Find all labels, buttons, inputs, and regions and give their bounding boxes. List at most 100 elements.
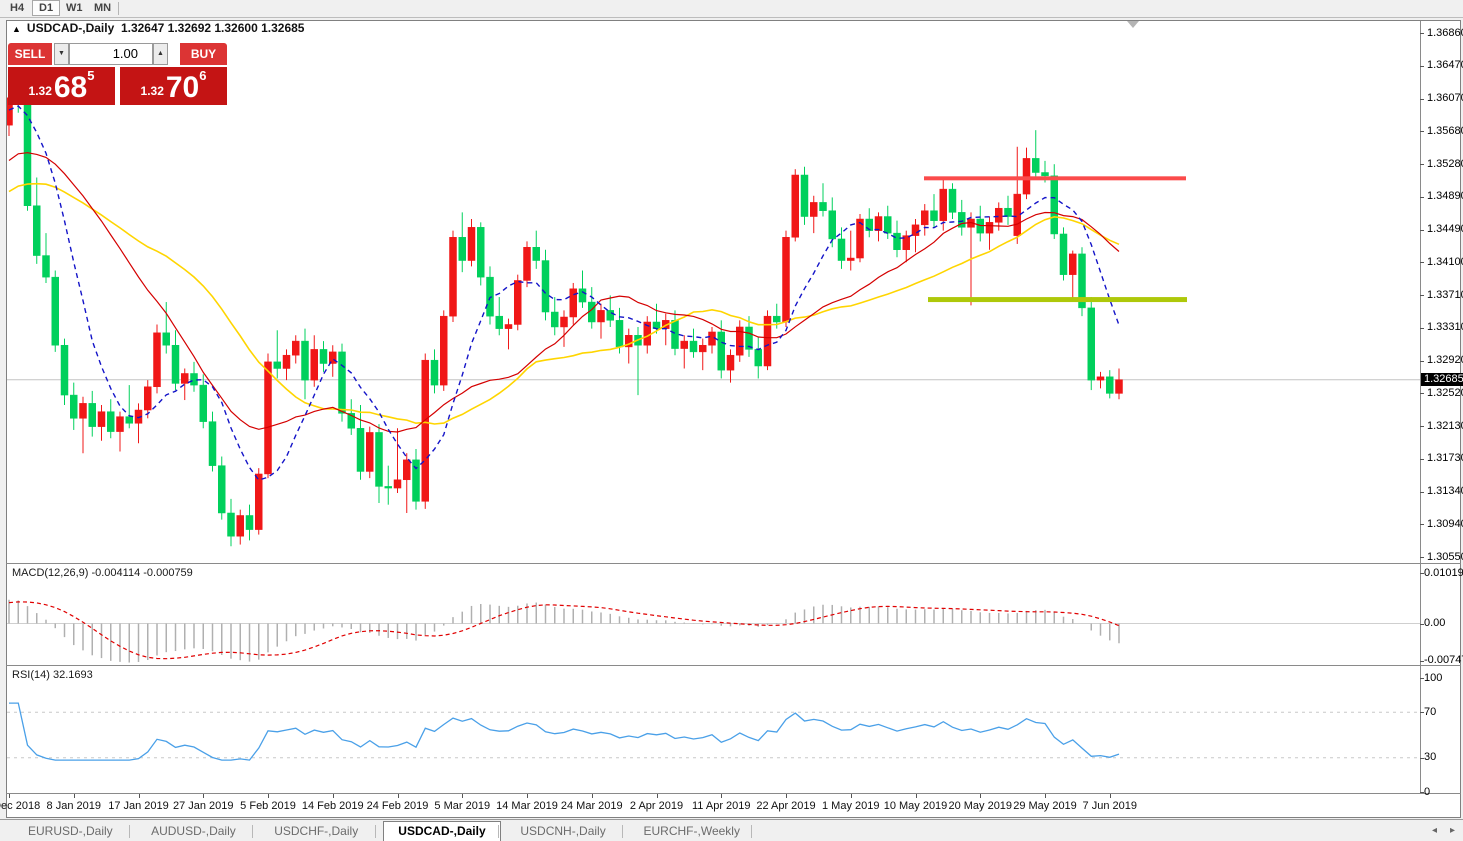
buy-price-pip: 6 [199,68,207,83]
toolbar-divider [118,2,119,15]
price-tick-label: 1.35280 [1427,157,1463,170]
axis-tick [1420,792,1424,793]
price-tick-label: 1.31730 [1427,452,1463,465]
volume-increase-icon[interactable]: ▲ [153,43,168,65]
date-tick [786,794,787,798]
tab-audusd-daily[interactable]: AUDUSD-,Daily [151,824,236,838]
rsi-indicator-label: RSI(14) 32.1693 [12,669,93,681]
date-tick-label: 1 May 2019 [822,800,880,812]
ma-slow-line [8,182,1120,425]
axis-tick [1420,131,1424,133]
pane-separator-rsi[interactable] [6,665,1461,666]
ma-mid-line [8,152,1120,433]
timeframe-toolbar: H4 D1 W1 MN [0,0,1463,18]
axis-tick [1420,557,1424,558]
date-tick [332,794,334,798]
rsi-tick-label: 100 [1424,671,1443,684]
axis-tick [1420,678,1424,679]
price-tick-label: 1.35680 [1427,124,1463,137]
symbol-tab-bar: ◂ ▸ EURUSD-,Daily AUDUSD-,Daily USDCHF-,Da… [0,819,1463,841]
timeframe-button-h4[interactable]: H4 [10,2,25,14]
rsi-line [9,702,1120,761]
axis-tick [1420,393,1424,395]
price-tick-label: 1.34100 [1427,255,1463,268]
date-tick [656,794,658,798]
date-tick-label: 5 Feb 2019 [240,800,296,812]
date-tick [203,794,205,798]
axis-tick [1420,573,1424,574]
price-tick-label: 1.34490 [1427,223,1463,235]
support-line[interactable] [928,297,1187,303]
axis-tick [1420,164,1424,165]
axis-tick [1420,491,1424,493]
date-tick-label: 30 Dec 2018 [0,800,41,812]
axis-tick [1420,360,1424,362]
date-tick-label: 24 Feb 2019 [366,800,429,812]
price-tick-label: 1.32130 [1427,419,1463,432]
axis-tick [1420,660,1424,662]
date-tick-label: 14 Mar 2019 [496,800,558,812]
price-tick-label: 1.33710 [1427,288,1463,301]
ma-fast-line [8,105,1120,481]
tab-eurchf-weekly[interactable]: EURCHF-,Weekly [643,824,740,838]
sell-price-pip: 5 [87,68,95,83]
date-tick [915,794,917,798]
price-tick-label: 1.31340 [1427,485,1463,497]
price-pane [7,77,1420,547]
axis-tick [1420,327,1424,329]
tab-separator [751,825,753,838]
date-tick-label: 14 Feb 2019 [301,800,364,812]
resistance-line[interactable] [924,176,1186,181]
sell-price-prefix: 1.32 [28,84,52,98]
date-tick [980,794,982,798]
volume-input[interactable]: 1.00 [69,43,153,65]
price-tick-label: 1.36070 [1427,92,1463,104]
timeframe-button-d1[interactable]: D1 [32,0,61,16]
macd-tick-label: 0.010199 [1424,566,1463,579]
current-price-badge: 1.32685 [1421,373,1463,387]
tab-usdchf-daily[interactable]: USDCHF-,Daily [274,824,359,838]
date-tick-label: 22 Apr 2019 [756,800,816,812]
sell-button[interactable]: SELL [8,43,52,65]
pane-separator-macd[interactable] [6,563,1461,564]
tab-scroll-left-icon[interactable]: ◂ [1432,825,1438,836]
sell-price-button[interactable]: 1.32 68 5 [8,67,115,105]
collapse-pane-icon[interactable]: ▲ [12,24,21,34]
chart-shift-marker-icon[interactable] [1127,21,1139,28]
price-tick-label: 1.36470 [1427,59,1463,72]
date-tick-label: 7 Jun 2019 [1082,800,1137,812]
buy-price-button[interactable]: 1.32 70 6 [120,67,227,105]
tab-eurusd-daily[interactable]: EURUSD-,Daily [28,824,113,838]
chart-title: ▲ USDCAD-,Daily 1.32647 1.32692 1.32600 1… [12,21,304,35]
price-axis-border [1420,21,1421,794]
volume-decrease-icon[interactable]: ▼ [54,43,69,65]
candles-layer [7,77,1123,547]
axis-tick [1420,33,1424,34]
axis-tick [1420,65,1424,67]
price-tick-label: 1.32920 [1427,354,1463,366]
price-tick-label: 1.30550 [1427,550,1463,563]
tab-separator [498,825,500,838]
tab-separator [252,825,254,838]
axis-tick [1420,229,1424,231]
rsi-pane [7,702,1420,761]
date-tick-label: 17 Jan 2019 [108,800,169,812]
date-tick [73,794,75,798]
date-tick-label: 11 Apr 2019 [691,800,751,812]
chart-window [6,20,1461,818]
date-tick [268,794,269,798]
date-tick [9,794,10,798]
ohlc-readout: 1.32647 1.32692 1.32600 1.32685 [120,21,305,35]
timeframe-button-w1[interactable]: W1 [66,2,83,14]
axis-tick [1420,524,1424,526]
axis-tick [1420,262,1424,264]
timeframe-button-mn[interactable]: MN [94,2,112,14]
buy-button[interactable]: BUY [180,43,227,65]
tab-usdcnh-daily[interactable]: USDCNH-,Daily [520,824,606,838]
axis-tick [1420,712,1424,714]
tab-usdcad-daily[interactable]: USDCAD-,Daily [383,821,501,841]
rsi-tick-label: 70 [1424,705,1437,718]
tab-scroll-right-icon[interactable]: ▸ [1450,825,1456,836]
